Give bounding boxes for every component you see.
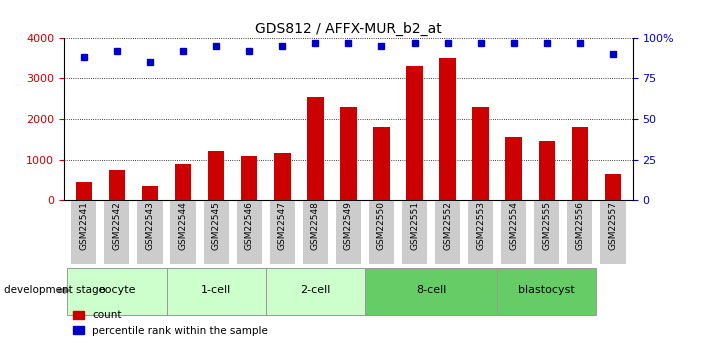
Bar [141, 186, 159, 200]
Text: GSM22542: GSM22542 [112, 201, 122, 250]
Text: GSM22547: GSM22547 [278, 201, 287, 250]
Bar [538, 141, 555, 200]
Text: GSM22541: GSM22541 [80, 201, 88, 250]
FancyBboxPatch shape [567, 201, 592, 264]
FancyBboxPatch shape [266, 268, 365, 315]
Legend: count, percentile rank within the sample: count, percentile rank within the sample [69, 306, 272, 340]
FancyBboxPatch shape [71, 201, 97, 264]
FancyBboxPatch shape [137, 201, 163, 264]
FancyBboxPatch shape [402, 201, 427, 264]
Text: GSM22548: GSM22548 [311, 201, 320, 250]
FancyBboxPatch shape [435, 201, 460, 264]
FancyBboxPatch shape [468, 201, 493, 264]
FancyBboxPatch shape [534, 201, 560, 264]
Text: 8-cell: 8-cell [416, 286, 447, 295]
Bar [472, 107, 489, 200]
Bar [406, 66, 423, 200]
Bar [208, 151, 225, 200]
Text: blastocyst: blastocyst [518, 286, 575, 295]
FancyBboxPatch shape [501, 201, 526, 264]
Text: GSM22556: GSM22556 [575, 201, 584, 250]
Bar [109, 170, 125, 200]
Bar [241, 156, 257, 200]
Bar [373, 127, 390, 200]
Title: GDS812 / AFFX-MUR_b2_at: GDS812 / AFFX-MUR_b2_at [255, 21, 442, 36]
Bar [604, 174, 621, 200]
Text: development stage: development stage [4, 286, 105, 295]
Text: 2-cell: 2-cell [300, 286, 331, 295]
Text: GSM22552: GSM22552 [443, 201, 452, 250]
Text: GSM22549: GSM22549 [344, 201, 353, 250]
Bar [175, 164, 191, 200]
Text: oocyte: oocyte [98, 286, 136, 295]
Text: GSM22546: GSM22546 [245, 201, 254, 250]
FancyBboxPatch shape [303, 201, 328, 264]
FancyBboxPatch shape [105, 201, 129, 264]
FancyBboxPatch shape [336, 201, 361, 264]
Bar [307, 97, 324, 200]
FancyBboxPatch shape [600, 201, 626, 264]
Bar [75, 182, 92, 200]
Bar [572, 127, 588, 200]
Bar [439, 58, 456, 200]
FancyBboxPatch shape [171, 201, 196, 264]
Text: GSM22544: GSM22544 [178, 201, 188, 250]
Text: GSM22555: GSM22555 [542, 201, 551, 250]
Text: GSM22557: GSM22557 [609, 201, 617, 250]
Text: GSM22551: GSM22551 [410, 201, 419, 250]
Text: GSM22553: GSM22553 [476, 201, 485, 250]
Bar [340, 107, 357, 200]
Bar [274, 154, 291, 200]
FancyBboxPatch shape [269, 201, 295, 264]
Text: 1-cell: 1-cell [201, 286, 231, 295]
FancyBboxPatch shape [68, 268, 166, 315]
FancyBboxPatch shape [365, 268, 497, 315]
Text: GSM22545: GSM22545 [212, 201, 220, 250]
Text: GSM22543: GSM22543 [146, 201, 154, 250]
Text: GSM22550: GSM22550 [377, 201, 386, 250]
FancyBboxPatch shape [369, 201, 394, 264]
Text: GSM22554: GSM22554 [509, 201, 518, 250]
Bar [506, 137, 522, 200]
FancyBboxPatch shape [237, 201, 262, 264]
FancyBboxPatch shape [497, 268, 597, 315]
FancyBboxPatch shape [203, 201, 229, 264]
FancyBboxPatch shape [166, 268, 266, 315]
